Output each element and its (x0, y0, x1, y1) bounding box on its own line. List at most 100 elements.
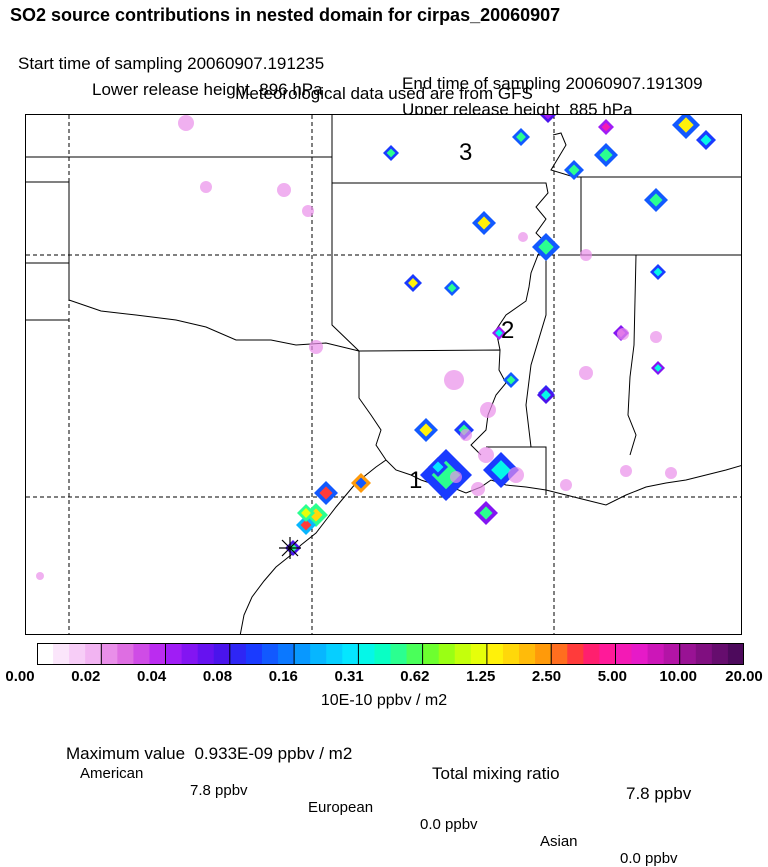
plume-blob-core (568, 164, 580, 176)
colorbar-cell (294, 643, 311, 665)
colorbar-cell (261, 643, 279, 665)
colorbar-cell (197, 643, 215, 665)
plume-haze (36, 572, 44, 580)
colorbar-tick-label: 5.00 (597, 668, 627, 685)
region-label-3: 3 (459, 139, 473, 166)
plume-haze (665, 467, 677, 479)
plume-haze (309, 340, 323, 354)
plot-title: SO2 source contributions in nested domai… (10, 5, 561, 25)
colorbar-units: 10E-10 ppbv / m2 (320, 692, 448, 709)
colorbar-cell (615, 643, 633, 665)
sampling-time-line: Start time of sampling 20060907.191235 E… (0, 34, 768, 94)
colorbar-tick-label: 0.62 (400, 668, 430, 685)
colorbar-cell (663, 643, 681, 665)
plume-haze (480, 402, 496, 418)
plume-haze (444, 370, 464, 390)
region-label-2: 2 (501, 317, 515, 344)
plume-blob-core (408, 278, 418, 288)
colorbar-cell (101, 643, 118, 665)
plume-blob-core (506, 375, 516, 385)
colorbar-cell (37, 643, 54, 665)
colorbar-cell (133, 643, 150, 665)
colorbar-cell (422, 643, 440, 665)
colorbar-cell (486, 643, 504, 665)
colorbar-tick-label: 0.02 (71, 668, 101, 685)
colorbar-cell (149, 643, 167, 665)
plume-haze (508, 467, 524, 483)
plume-blob-core (491, 460, 511, 480)
colorbar-cell (278, 643, 295, 665)
colorbar-cell (85, 643, 102, 665)
state-borders (26, 115, 741, 495)
plume-haze (617, 328, 629, 340)
plume-blob-core (386, 148, 396, 158)
start-time-label: Start time of sampling 20060907.191235 (18, 54, 325, 73)
colorbar-cell (551, 643, 568, 665)
colorbar-cell (711, 643, 729, 665)
plume-haze (560, 479, 572, 491)
colorbar-tick-label: 20.00 (725, 668, 763, 685)
colorbar-cell (679, 643, 697, 665)
colorbar-cell (695, 643, 713, 665)
plume-haze (302, 205, 314, 217)
plume-haze (620, 465, 632, 477)
coastline (239, 459, 741, 634)
plume-blob-core (516, 132, 526, 142)
plume-haze (178, 115, 194, 131)
plume-blob-core (300, 519, 312, 531)
plume-blob-core (599, 148, 613, 162)
max-value-label: Maximum value 0.933E-09 ppbv / m2 (66, 744, 353, 763)
plume-haze (518, 232, 528, 242)
plume-blob-core (477, 216, 491, 230)
colorbar-cell (519, 643, 536, 665)
colorbar-cell (245, 643, 263, 665)
colorbar-tick-label: 0.16 (268, 668, 298, 685)
colorbar-cell (502, 643, 520, 665)
plume-haze (478, 447, 494, 463)
colorbar-tick-label: 0.08 (202, 668, 233, 685)
colorbar-cell (727, 643, 744, 665)
colorbar-cell (583, 643, 600, 665)
colorbar-cell (631, 643, 649, 665)
colorbar-cell (470, 643, 488, 665)
plume-blob-core (432, 461, 444, 473)
plume-blob-core (495, 329, 503, 337)
plume-blob-core (700, 134, 712, 146)
plume-blob-core (301, 508, 311, 518)
european-label: European (308, 799, 374, 816)
colorbar (37, 643, 744, 665)
colorbar-cell (69, 643, 86, 665)
colorbar-cell (567, 643, 584, 665)
plume-haze (460, 429, 472, 441)
european-value: 0.0 ppbv (420, 816, 478, 833)
plume-haze (277, 183, 291, 197)
plume-haze (450, 471, 462, 483)
plume-haze (471, 482, 485, 496)
plume-blob-core (447, 283, 457, 293)
colorbar-tick-label: 0.00 (5, 668, 35, 685)
plume-blob-core (654, 364, 662, 372)
region-label-1: 1 (409, 467, 423, 494)
colorbar-cell (229, 643, 247, 665)
plume-blob-core (319, 486, 333, 500)
map-canvas (26, 115, 741, 634)
colorbar-cell (310, 643, 327, 665)
colorbar-cell (358, 643, 375, 665)
plume-blob-core (541, 390, 551, 400)
end-time-label: End time of sampling 20060907.191309 (402, 74, 703, 93)
colorbar-cell (390, 643, 408, 665)
colorbar-cell (374, 643, 391, 665)
colorbar-cell (535, 643, 552, 665)
colorbar-tick-label: 2.50 (531, 668, 562, 685)
colorbar-cell (599, 643, 616, 665)
colorbar-cell (117, 643, 134, 665)
met-data-label: Meteorological data used are from GFS (235, 84, 533, 103)
plume-blob-core (479, 506, 493, 520)
lower-release-label: Lower release height 896 hPa (92, 80, 323, 99)
colorbar-tick-labels: 0.00 0.02 0.04 0.08 0.16 0.31 0.62 1.25 2.50 5.00… (0, 668, 768, 688)
colorbar-cell (647, 643, 665, 665)
plume-blob-core (678, 117, 694, 133)
colorbar-cell (326, 643, 343, 665)
colorbar-tick-label: 0.04 (136, 668, 167, 685)
plume-blob-core (355, 477, 367, 489)
